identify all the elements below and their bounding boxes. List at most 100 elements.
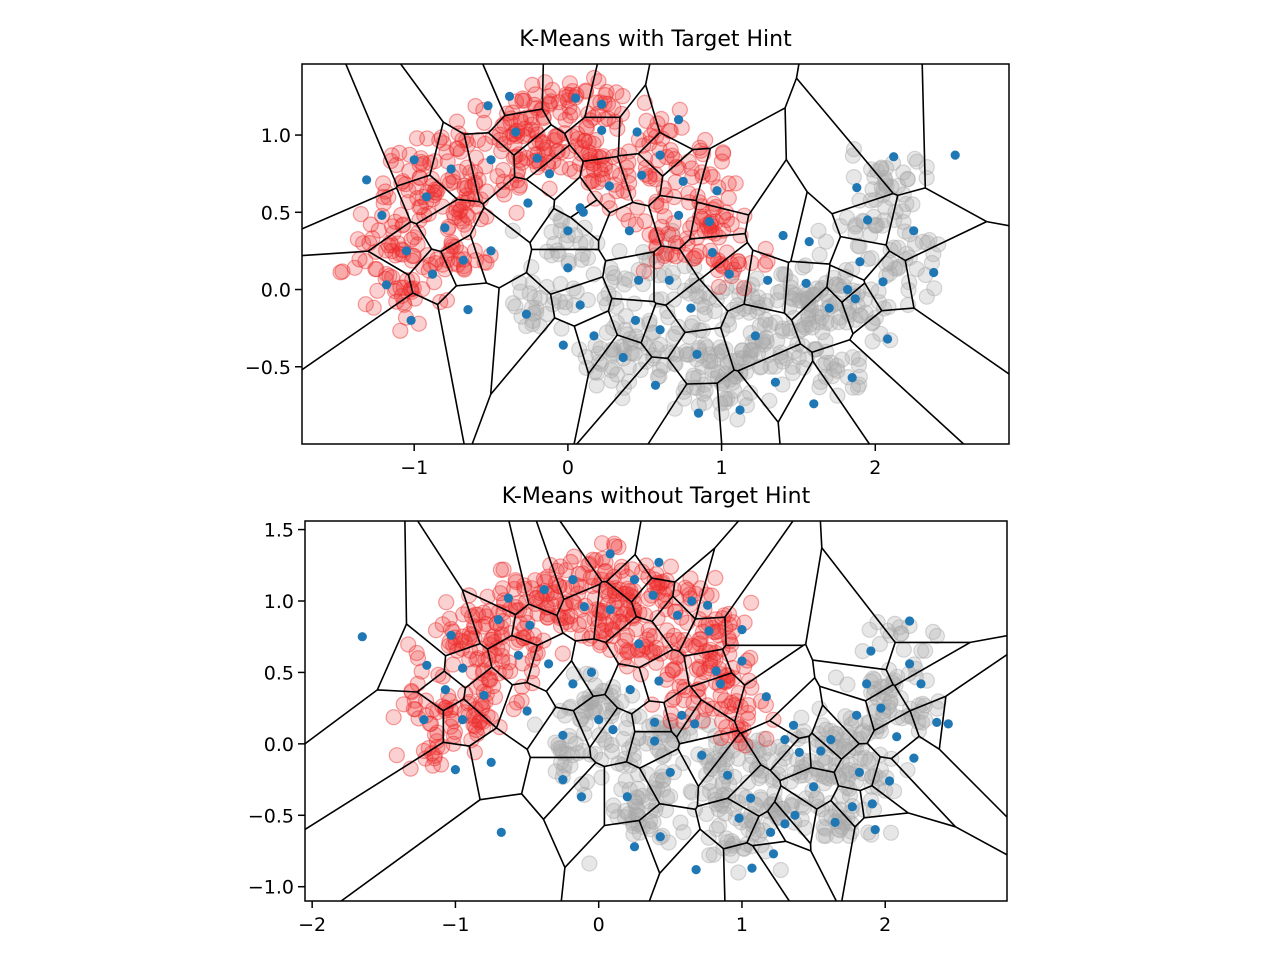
red-sample-point xyxy=(447,635,464,652)
voronoi-edge xyxy=(804,644,814,661)
voronoi-edge xyxy=(443,741,470,747)
voronoi-edge xyxy=(672,595,696,620)
voronoi-edge xyxy=(659,802,696,811)
voronoi-edge xyxy=(604,693,619,709)
gray-sample-point xyxy=(696,376,713,393)
voronoi-edge xyxy=(377,689,418,693)
gray-sample-point xyxy=(750,769,768,787)
cluster-center xyxy=(493,615,503,625)
voronoi-edge xyxy=(653,245,662,253)
red-sample-point xyxy=(383,243,401,260)
cluster-center xyxy=(486,246,496,256)
voronoi-edge xyxy=(806,191,833,215)
red-sample-point xyxy=(482,670,499,688)
gray-sample-point xyxy=(822,794,839,812)
voronoi-edge xyxy=(672,581,676,597)
voronoi-edge xyxy=(907,812,956,828)
voronoi-edge xyxy=(491,666,513,686)
red-sample-point xyxy=(362,216,379,233)
cluster-center xyxy=(525,620,535,630)
red-sample-point xyxy=(408,644,425,662)
gray-sample-point xyxy=(743,341,760,358)
red-sample-point xyxy=(691,631,708,648)
gray-sample-point xyxy=(726,382,743,399)
gray-sample-point xyxy=(776,750,793,767)
voronoi-edge xyxy=(743,249,754,305)
red-sample-point xyxy=(429,181,446,198)
red-sample-point xyxy=(506,135,523,153)
voronoi-edge xyxy=(752,840,786,847)
gray-sample-point xyxy=(581,855,598,872)
red-sample-point xyxy=(476,135,494,152)
cluster-center xyxy=(763,275,773,285)
gray-sample-point xyxy=(696,305,713,323)
red-sample-point xyxy=(523,121,540,138)
red-sample-point xyxy=(605,100,622,117)
gray-sample-point xyxy=(885,783,903,800)
gray-sample-point xyxy=(572,235,589,252)
gray-sample-point xyxy=(710,801,727,818)
red-sample-point xyxy=(514,90,531,107)
red-sample-point xyxy=(707,569,724,587)
gray-sample-point xyxy=(583,704,601,721)
red-sample-point xyxy=(559,608,576,626)
voronoi-edge xyxy=(407,248,433,276)
gray-sample-point xyxy=(713,343,731,360)
red-sample-point xyxy=(519,126,536,143)
voronoi-edge xyxy=(885,642,896,670)
gray-sample-point xyxy=(899,171,916,188)
red-sample-point xyxy=(736,280,753,297)
gray-sample-point xyxy=(667,325,684,342)
voronoi-edge xyxy=(482,64,506,116)
gray-sample-point xyxy=(696,394,713,411)
voronoi-edge xyxy=(479,793,522,801)
red-sample-point xyxy=(730,253,747,270)
red-sample-point xyxy=(562,553,579,571)
voronoi-edge xyxy=(305,689,378,745)
gray-sample-point xyxy=(603,743,621,760)
voronoi-edge xyxy=(513,124,552,156)
voronoi-edges xyxy=(305,521,1007,901)
gray-sample-point xyxy=(772,861,789,879)
gray-sample-point xyxy=(552,740,570,757)
voronoi-edge xyxy=(630,713,636,732)
voronoi-edge xyxy=(690,672,733,688)
cluster-center xyxy=(854,767,865,778)
gray-sample-point xyxy=(823,354,840,371)
cluster-center xyxy=(809,782,819,792)
red-sample-point xyxy=(649,609,666,627)
red-sample-point xyxy=(628,621,645,638)
cluster-center xyxy=(479,690,489,700)
voronoi-edge xyxy=(826,264,831,288)
voronoi-edge xyxy=(305,741,444,831)
gray-sample-point xyxy=(916,642,934,659)
voronoi-edge xyxy=(618,152,639,157)
red-sample-point xyxy=(451,203,468,220)
voronoi-edge xyxy=(897,187,926,197)
cluster-center xyxy=(691,865,701,875)
gray-sample-point xyxy=(543,223,560,241)
red-sample-point xyxy=(486,688,504,706)
point-layer xyxy=(332,69,947,428)
gray-sample-point xyxy=(695,385,712,402)
red-sample-point xyxy=(466,718,484,735)
voronoi-edge xyxy=(488,114,506,134)
red-sample-point xyxy=(482,709,499,727)
red-sample-point xyxy=(489,639,506,657)
voronoi-edge xyxy=(672,648,680,653)
gray-sample-point xyxy=(698,805,715,823)
gray-sample-point xyxy=(811,304,828,322)
voronoi-edge xyxy=(831,192,894,215)
red-sample-point xyxy=(707,611,724,628)
voronoi-edge xyxy=(766,810,787,842)
red-sample-point xyxy=(610,581,628,598)
red-sample-point xyxy=(357,253,374,270)
gray-sample-point xyxy=(518,317,535,335)
voronoi-edge xyxy=(644,84,661,133)
red-sample-point xyxy=(714,145,732,162)
voronoi-edge xyxy=(604,819,640,827)
red-sample-point xyxy=(428,733,445,750)
voronoi-edge xyxy=(892,192,899,197)
red-sample-point xyxy=(459,179,476,196)
red-sample-point xyxy=(561,160,578,178)
